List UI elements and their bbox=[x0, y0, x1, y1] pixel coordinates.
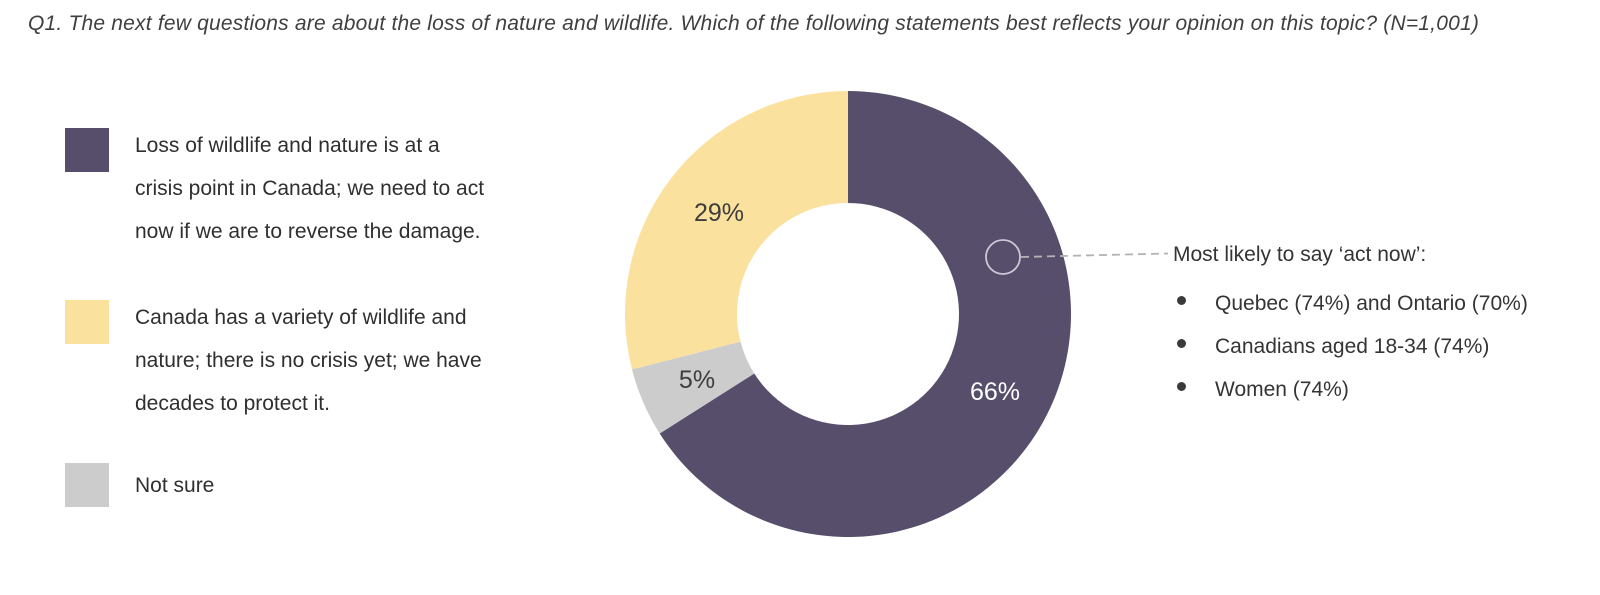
legend-swatch-not-sure bbox=[65, 463, 109, 507]
callout-bullet-row: Women (74%) bbox=[1173, 368, 1528, 411]
callout-bullet-row: Quebec (74%) and Ontario (70%) bbox=[1173, 282, 1528, 325]
legend-label-line: Loss of wildlife and nature is at a bbox=[135, 134, 440, 157]
callout-panel: Most likely to say ‘act now’: Quebec (74… bbox=[1173, 240, 1528, 411]
slice-no-crisis-yet bbox=[632, 341, 755, 434]
callout-bullet-text: Canadians aged 18-34 (74%) bbox=[1215, 335, 1490, 358]
legend-swatch-no-crisis bbox=[65, 300, 109, 344]
callout-bullet-list: Quebec (74%) and Ontario (70%) Canadians… bbox=[1173, 282, 1528, 411]
question-text: Q1. The next few questions are about the… bbox=[28, 12, 1480, 35]
slice-label-29: 29% bbox=[694, 199, 744, 227]
bullet-icon bbox=[1177, 296, 1186, 305]
callout-bullet-text: Women (74%) bbox=[1215, 378, 1349, 401]
legend-label-no-crisis: Canada has a variety of wildlife and nat… bbox=[135, 296, 482, 425]
callout-heading: Most likely to say ‘act now’: bbox=[1173, 243, 1427, 266]
slice-label-66: 66% bbox=[970, 378, 1020, 406]
legend-label-line: now if we are to reverse the damage. bbox=[135, 220, 481, 243]
callout-bullet-row: Canadians aged 18-34 (74%) bbox=[1173, 325, 1528, 368]
bullet-icon bbox=[1177, 339, 1186, 348]
legend-label-line: crisis point in Canada; we need to act bbox=[135, 177, 485, 200]
legend-label-line: Not sure bbox=[135, 474, 215, 497]
callout-bullet-text: Quebec (74%) and Ontario (70%) bbox=[1215, 292, 1528, 315]
legend-swatch-crisis bbox=[65, 128, 109, 172]
bullet-icon bbox=[1177, 382, 1186, 391]
legend-label-not-sure: Not sure bbox=[135, 464, 214, 507]
slice-not-sure bbox=[625, 91, 848, 370]
legend-label-line: decades to protect it. bbox=[135, 392, 330, 415]
legend-label-crisis: Loss of wildlife and nature is at a cris… bbox=[135, 124, 484, 253]
legend-label-line: Canada has a variety of wildlife and bbox=[135, 306, 467, 329]
slice-act-now bbox=[659, 91, 1071, 537]
donut-chart: 66% 29% 5% bbox=[625, 91, 1169, 537]
callout-connector-line bbox=[1020, 252, 1169, 258]
legend-label-line: nature; there is no crisis yet; we have bbox=[135, 349, 482, 372]
callout-marker-circle-icon bbox=[985, 239, 1021, 275]
slice-label-5: 5% bbox=[679, 366, 715, 394]
